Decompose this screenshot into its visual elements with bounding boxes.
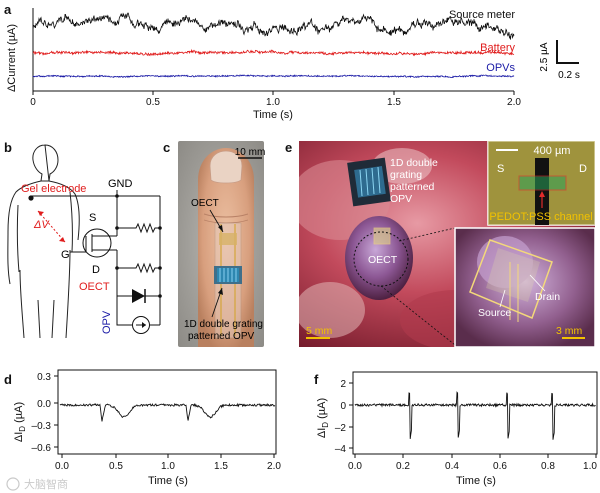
opv-label-c-line2: patterned OPV <box>188 331 254 342</box>
opvs-trace <box>32 74 515 79</box>
panel-f-ytick-0: 2 <box>340 379 346 390</box>
inset-s-label: S <box>497 163 504 175</box>
panel-e-label: e <box>285 140 292 155</box>
panel-f-xlabel: Time (s) <box>456 475 496 487</box>
opv-label-b: OPV <box>101 310 113 334</box>
panel-f-ytick-1: 0 <box>340 401 346 412</box>
panel-a: a ΔCurrent (µA) 0 0.5 1.0 1.5 2.0 Time (… <box>4 2 580 121</box>
scalebar-time: 0.2 s <box>558 70 580 81</box>
surgery-photo <box>299 141 595 347</box>
oect-label-c: OECT <box>191 198 219 209</box>
watermark: 大脑智商 <box>6 477 68 491</box>
panel-a-xtick-2: 1.0 <box>266 97 280 108</box>
panel-f-xtick-3: 0.6 <box>493 461 507 472</box>
circuit-schematic <box>30 190 161 334</box>
scale-left-label: 5 mm <box>306 325 333 337</box>
human-body-outline <box>7 144 80 339</box>
legend-opvs: OPVs <box>486 62 515 74</box>
finger-photo <box>178 141 264 347</box>
delta-v-label: ΔV <box>33 219 50 231</box>
panel-e: e <box>285 140 595 347</box>
panel-d-ylabel: ΔID (µA) <box>13 402 27 442</box>
panel-f-ytick-2: –2 <box>335 423 347 434</box>
panel-d: d ΔID (µA) 0.3 0.0 –0.3 –0.6 0.0 0.5 1.0… <box>4 369 281 487</box>
panel-d-yticks: 0.3 0.0 –0.3 –0.6 <box>32 372 58 454</box>
panel-f-xtick-1: 0.2 <box>396 461 410 472</box>
panel-d-xtick-0: 0.0 <box>55 461 69 472</box>
panel-b-label: b <box>4 140 12 155</box>
panel-d-xtick-1: 0.5 <box>109 461 123 472</box>
panel-d-xticks: 0.0 0.5 1.0 1.5 2.0 <box>55 454 281 472</box>
panel-d-frame <box>57 369 277 455</box>
panel-d-ytick-1: 0.0 <box>37 399 51 410</box>
gnd-label: GND <box>108 178 133 190</box>
inset-scale-label: 400 µm <box>534 145 571 157</box>
scale-right-label: 3 mm <box>556 325 583 337</box>
panel-f: f ΔID (µA) 2 0 –2 –4 0.0 0.2 0.4 0.6 0.8… <box>314 371 598 487</box>
panel-d-ytick-3: –0.6 <box>32 443 52 454</box>
panel-d-xtick-3: 1.5 <box>214 461 228 472</box>
panel-d-trace <box>59 402 276 422</box>
panel-d-ytick-2: –0.3 <box>32 421 52 432</box>
gel-electrode-label: Gel electrode <box>21 183 86 195</box>
opv-label-e-line1: 1D double <box>390 157 438 169</box>
inset-d-label: D <box>579 163 587 175</box>
drain-label: Drain <box>535 291 560 303</box>
panel-f-ytick-3: –4 <box>335 444 347 455</box>
legend-source-meter: Source meter <box>449 9 515 21</box>
pedot-label: PEDOT:PSS channel <box>489 211 592 223</box>
panel-b: b Gel electrode ΔV <box>4 140 162 339</box>
diode-symbol <box>132 289 145 303</box>
oect-label-e: OECT <box>368 254 398 266</box>
opv-label-e-line2: grating <box>390 169 422 181</box>
panel-a-xlabel: Time (s) <box>253 109 293 121</box>
panel-f-frame <box>352 371 598 455</box>
panel-a-xtick-3: 1.5 <box>387 97 401 108</box>
panel-d-xtick-4: 2.0 <box>267 461 281 472</box>
gate-terminal-label: G <box>61 249 70 261</box>
panel-f-xtick-5: 1.0 <box>583 461 597 472</box>
source-label: Source <box>478 307 511 319</box>
panel-d-xtick-2: 1.0 <box>161 461 175 472</box>
panel-d-label: d <box>4 372 12 387</box>
panel-a-xtick-0: 0 <box>30 97 36 108</box>
current-source-arrow <box>142 322 146 328</box>
panel-f-xticks: 0.0 0.2 0.4 0.6 0.8 1.0 <box>348 454 597 472</box>
source-meter-trace <box>32 12 515 40</box>
panel-f-label: f <box>314 372 319 387</box>
panel-f-yticks: 2 0 –2 –4 <box>335 379 353 455</box>
drain-terminal-label: D <box>92 264 100 276</box>
panel-d-ytick-0: 0.3 <box>37 372 51 383</box>
panel-f-xtick-0: 0.0 <box>348 461 362 472</box>
panel-a-xtick-1: 0.5 <box>146 97 160 108</box>
panel-c-scale-label: 10 mm <box>235 147 266 158</box>
panel-d-xlabel: Time (s) <box>148 475 188 487</box>
panel-a-xticks: 0 0.5 1.0 1.5 2.0 <box>30 91 521 108</box>
source-terminal-label: S <box>89 212 96 224</box>
panel-c-label: c <box>163 140 170 155</box>
delta-v-arrow <box>37 210 66 243</box>
panel-f-xtick-2: 0.4 <box>445 461 459 472</box>
opv-label-e-line4: OPV <box>390 193 412 205</box>
opv-label-e-line3: patterned <box>390 181 435 193</box>
panel-f-ylabel: ΔID (µA) <box>316 398 330 438</box>
oect-label-b: OECT <box>79 281 110 293</box>
panel-a-scalebar: 2.5 µA 0.2 s <box>539 40 580 81</box>
panel-f-xtick-4: 0.8 <box>541 461 555 472</box>
opv-label-c-line1: 1D double grating <box>184 319 263 330</box>
battery-trace <box>32 48 515 57</box>
panel-c: c 10 mm <box>163 140 265 347</box>
panel-a-label: a <box>4 2 12 17</box>
scalebar-current: 2.5 µA <box>539 42 550 71</box>
legend-battery: Battery <box>480 42 515 54</box>
panel-a-ylabel: ΔCurrent (µA) <box>6 24 18 92</box>
panel-f-trace <box>354 391 596 440</box>
panel-a-xtick-4: 2.0 <box>507 97 521 108</box>
watermark-text: 大脑智商 <box>24 477 68 491</box>
